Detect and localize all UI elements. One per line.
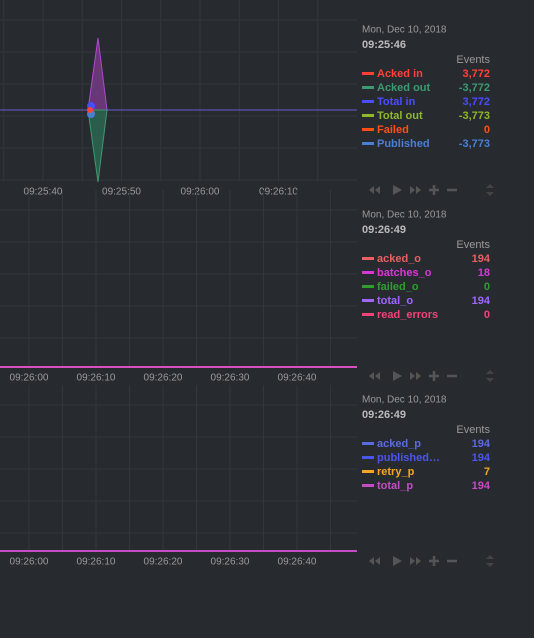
legend-time: 09:25:46	[362, 39, 406, 51]
legend-date: Mon, Dec 10, 2018	[362, 210, 447, 221]
dimension-value: 0	[484, 281, 490, 293]
legend-time: 09:26:49	[362, 409, 406, 421]
dimension-name: Acked out	[377, 82, 431, 94]
legend-units: Events	[456, 239, 490, 251]
legend-swatch	[362, 271, 374, 274]
dimension-name: read_errors	[377, 309, 438, 321]
dimension-name: published…	[377, 452, 440, 464]
legend-swatch	[362, 86, 374, 89]
legend-swatch	[362, 484, 374, 487]
dimension-name: total_p	[377, 480, 413, 492]
time-label: 09:26:10	[77, 373, 116, 384]
legend-units: Events	[456, 54, 490, 66]
legend-swatch	[362, 299, 374, 302]
play-button[interactable]	[393, 371, 402, 381]
legend-date: Mon, Dec 10, 2018	[362, 395, 447, 406]
legend-swatch	[362, 72, 374, 75]
dimension-value: 194	[472, 295, 491, 307]
resize-handle[interactable]	[486, 370, 494, 382]
spike-up	[87, 37, 108, 111]
legend-swatch	[362, 456, 374, 459]
legend-date: Mon, Dec 10, 2018	[362, 25, 447, 36]
dimension-name: Acked in	[377, 68, 423, 80]
rewind-button[interactable]	[369, 186, 380, 194]
time-label: 09:26:20	[144, 557, 183, 568]
forward-button[interactable]	[410, 557, 421, 565]
time-label: 09:26:00	[10, 557, 49, 568]
resize-handle[interactable]	[486, 184, 494, 196]
dimension-value: -3,773	[459, 110, 490, 122]
forward-button[interactable]	[410, 372, 421, 380]
rewind-button[interactable]	[369, 372, 380, 380]
dimension-value: 194	[472, 480, 491, 492]
dimension-name: failed_o	[377, 281, 419, 293]
dimension-name: Total out	[377, 110, 423, 122]
dimension-name: Published	[377, 138, 430, 150]
dimension-name: acked_p	[377, 438, 421, 450]
time-label: 09:26:30	[211, 557, 250, 568]
legend-units: Events	[456, 424, 490, 436]
time-label: 09:26:40	[278, 557, 317, 568]
zoom-in-button[interactable]	[429, 556, 439, 566]
legend-swatch	[362, 100, 374, 103]
resize-handle[interactable]	[486, 555, 494, 567]
dimension-name: acked_o	[377, 253, 421, 265]
dimension-value: 194	[472, 438, 491, 450]
time-label: 09:26:00	[181, 187, 220, 198]
legend-swatch	[362, 142, 374, 145]
dimension-value: -3,773	[459, 138, 490, 150]
legend-swatch	[362, 257, 374, 260]
dimension-value: 194	[472, 452, 491, 464]
time-label: 09:25:40	[24, 187, 63, 198]
play-button[interactable]	[393, 556, 402, 566]
zoom-in-button[interactable]	[429, 185, 439, 195]
legend-swatch	[362, 470, 374, 473]
time-label: 09:26:00	[10, 373, 49, 384]
legend-swatch	[362, 313, 374, 316]
forward-button[interactable]	[410, 186, 421, 194]
time-label: 09:26:20	[144, 373, 183, 384]
dimension-name: Failed	[377, 124, 409, 136]
dimension-value: 7	[484, 466, 490, 478]
dimension-value: 0	[484, 124, 490, 136]
dimension-value: -3,772	[459, 82, 490, 94]
dimension-value: 18	[478, 267, 490, 279]
dimension-name: batches_o	[377, 267, 432, 279]
time-label: 09:26:10	[259, 187, 298, 198]
legend-swatch	[362, 285, 374, 288]
dimension-value: 3,772	[462, 96, 490, 108]
time-label: 09:26:40	[278, 373, 317, 384]
dimension-value: 0	[484, 309, 490, 321]
spike-down	[87, 109, 108, 183]
legend-swatch	[362, 442, 374, 445]
time-label: 09:26:10	[77, 557, 116, 568]
legend-time: 09:26:49	[362, 224, 406, 236]
play-button[interactable]	[393, 185, 402, 195]
dimension-name: total_o	[377, 295, 413, 307]
legend-swatch	[362, 114, 374, 117]
dimension-name: Total in	[377, 96, 416, 108]
rewind-button[interactable]	[369, 557, 380, 565]
time-label: 09:25:50	[102, 187, 141, 198]
dimension-name: retry_p	[377, 466, 415, 478]
time-label: 09:26:30	[211, 373, 250, 384]
zoom-in-button[interactable]	[429, 371, 439, 381]
marker	[87, 107, 93, 113]
legend-swatch	[362, 128, 374, 131]
dimension-value: 194	[472, 253, 491, 265]
dimension-value: 3,772	[462, 68, 490, 80]
